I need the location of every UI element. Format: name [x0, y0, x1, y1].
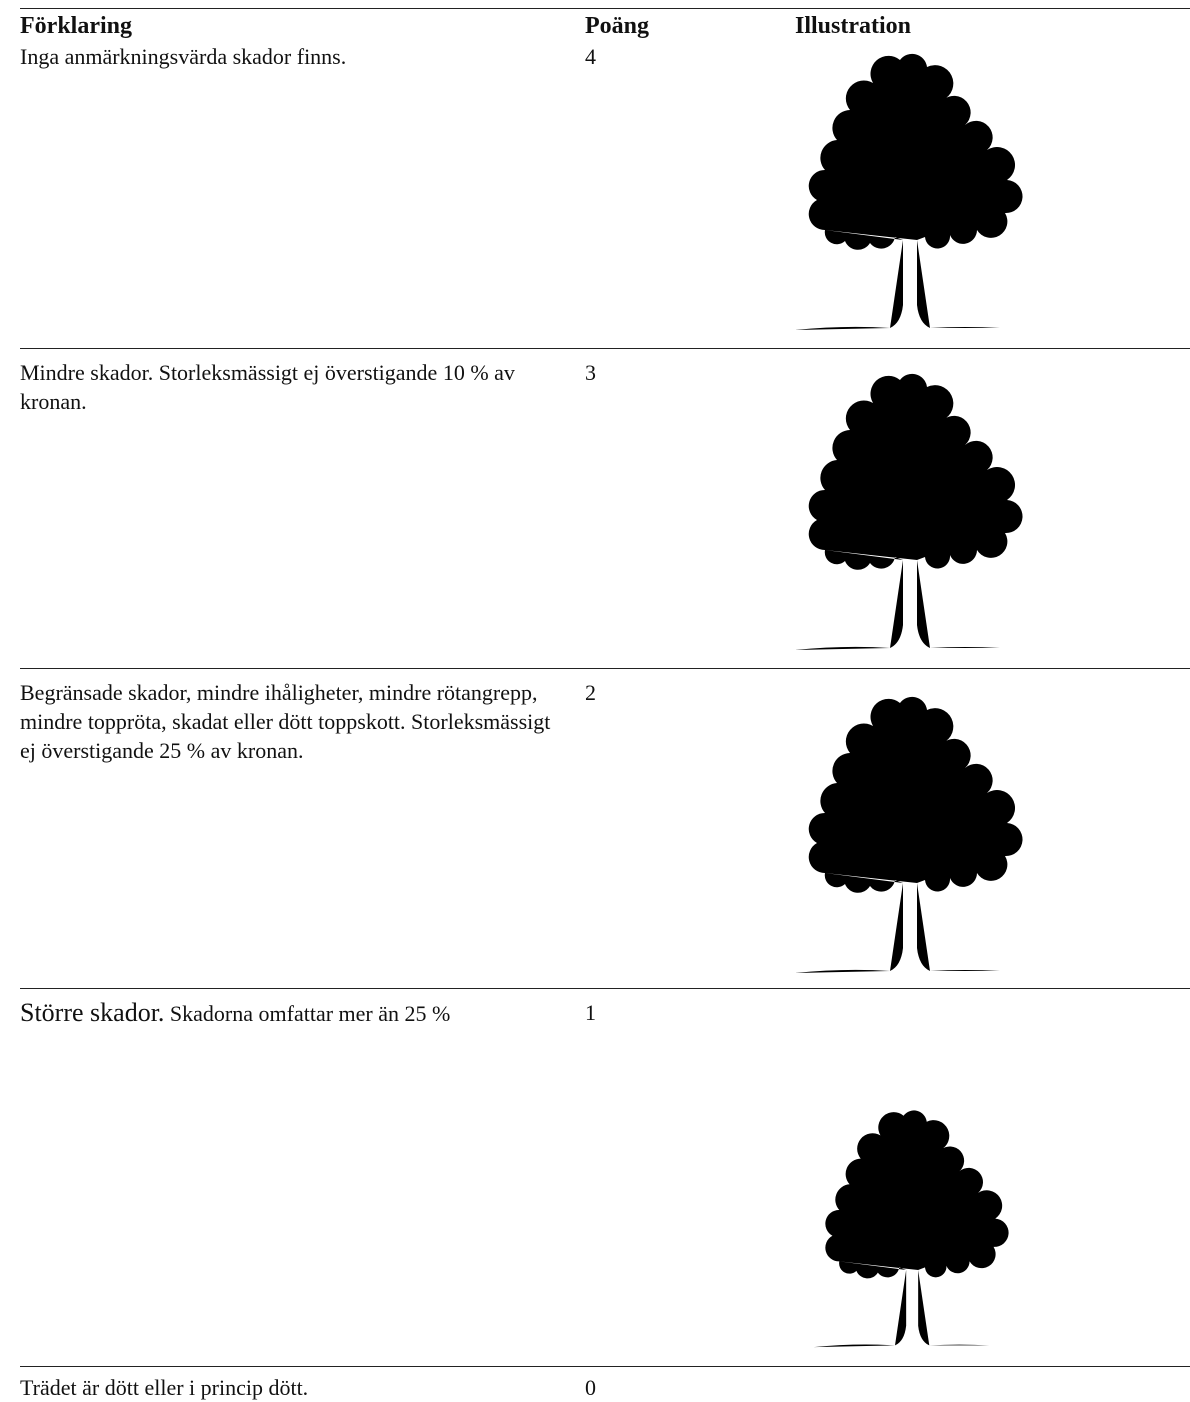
- points: 1: [585, 1000, 596, 1025]
- tree-illustration: [795, 53, 1039, 339]
- rule: [20, 1366, 1190, 1367]
- text: Skadorna omfattar mer än 25 %: [169, 1001, 451, 1026]
- explanation: Inga anmärkningsvärda skador finns.: [20, 42, 560, 71]
- tree-illustration: [795, 373, 1039, 659]
- header-illustration: Illustration: [795, 13, 912, 39]
- points: 4: [585, 44, 596, 69]
- tree-illustration: [795, 688, 1039, 982]
- text: Inga anmärkningsvärda skador finns.: [20, 44, 347, 69]
- explanation: Trädet är dött eller i princip dött.: [20, 1373, 560, 1402]
- text: Trädet är dött eller i princip dött.: [20, 1375, 309, 1400]
- text: Begränsade skador, mindre ihåligheter, m…: [20, 680, 551, 763]
- text: Större skador.: [20, 998, 165, 1027]
- rule: [20, 8, 1190, 9]
- tree-illustration: [813, 1064, 1023, 1355]
- header-explanation: Förklaring: [20, 13, 132, 39]
- text: Mindre skador. Storleksmässigt ej överst…: [20, 360, 515, 414]
- header-points: Poäng: [585, 13, 650, 39]
- points: 0: [585, 1375, 596, 1400]
- rule: [20, 348, 1190, 349]
- explanation: Mindre skador. Storleksmässigt ej överst…: [20, 358, 560, 416]
- points: 2: [585, 680, 596, 705]
- rule: [20, 668, 1190, 669]
- rule: [20, 988, 1190, 989]
- points: 3: [585, 360, 596, 385]
- explanation: Större skador. Skadorna omfattar mer än …: [20, 998, 560, 1028]
- explanation: Begränsade skador, mindre ihåligheter, m…: [20, 678, 560, 765]
